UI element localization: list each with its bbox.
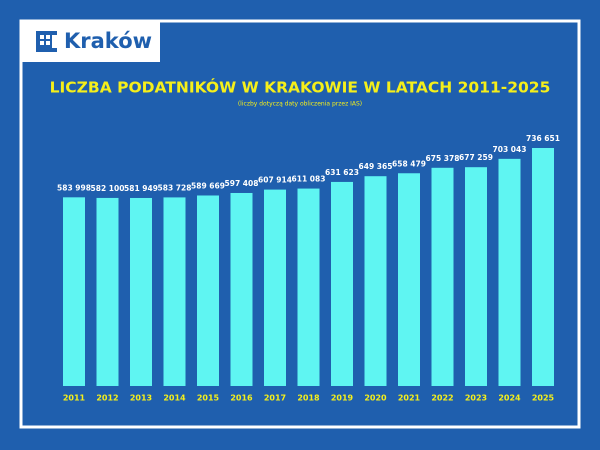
x-tick-label: 2021 [398,394,421,403]
chart-subtitle: (liczby dotyczą daty obliczenia przez IA… [238,101,362,108]
logo-text: Kraków [64,29,152,53]
data-label: 583 998 [57,183,91,192]
bar [498,158,521,386]
bar [364,176,387,386]
bar [230,192,253,386]
data-label: 703 043 [493,145,527,154]
data-label: 583 728 [158,183,192,192]
x-tick-label: 2012 [96,394,118,403]
logo-icon [36,31,57,52]
x-tick-label: 2025 [532,394,555,403]
data-label: 589 669 [191,181,225,190]
bar [264,189,286,386]
x-tick-label: 2020 [364,394,387,403]
data-label: 597 408 [225,179,259,188]
bar [465,167,487,386]
chart-title: LICZBA PODATNIKÓW W KRAKOWIE W LATACH 20… [50,78,551,97]
x-tick-label: 2014 [163,394,186,403]
data-label: 658 479 [392,159,426,168]
frame [19,19,581,429]
bar [297,188,320,386]
data-label: 607 914 [258,176,292,185]
x-tick-label: 2015 [197,394,220,403]
x-tick-label: 2011 [63,394,86,403]
data-label: 611 083 [292,175,326,184]
x-tick-label: 2023 [465,394,487,403]
x-tick-label: 2024 [498,394,521,403]
data-label: 631 623 [325,168,359,177]
x-tick-label: 2019 [331,394,354,403]
data-label: 675 378 [426,154,460,163]
x-tick-label: 2017 [264,394,286,403]
bar [331,181,353,386]
x-tick-label: 2018 [297,394,320,403]
x-tick-label: 2022 [431,394,453,403]
x-tick-label: 2013 [130,394,152,403]
bar [197,195,219,386]
bar [63,197,85,386]
bar [130,197,152,386]
data-label: 581 949 [124,184,158,193]
bar [431,167,454,386]
data-label: 582 100 [91,184,125,193]
bar [163,197,186,386]
bar [398,173,420,386]
data-label: 677 259 [459,153,493,162]
data-label: 649 365 [359,162,393,171]
data-label: 736 651 [526,134,560,143]
x-tick-label: 2016 [230,394,253,403]
bar [96,197,119,386]
bar [532,148,554,386]
